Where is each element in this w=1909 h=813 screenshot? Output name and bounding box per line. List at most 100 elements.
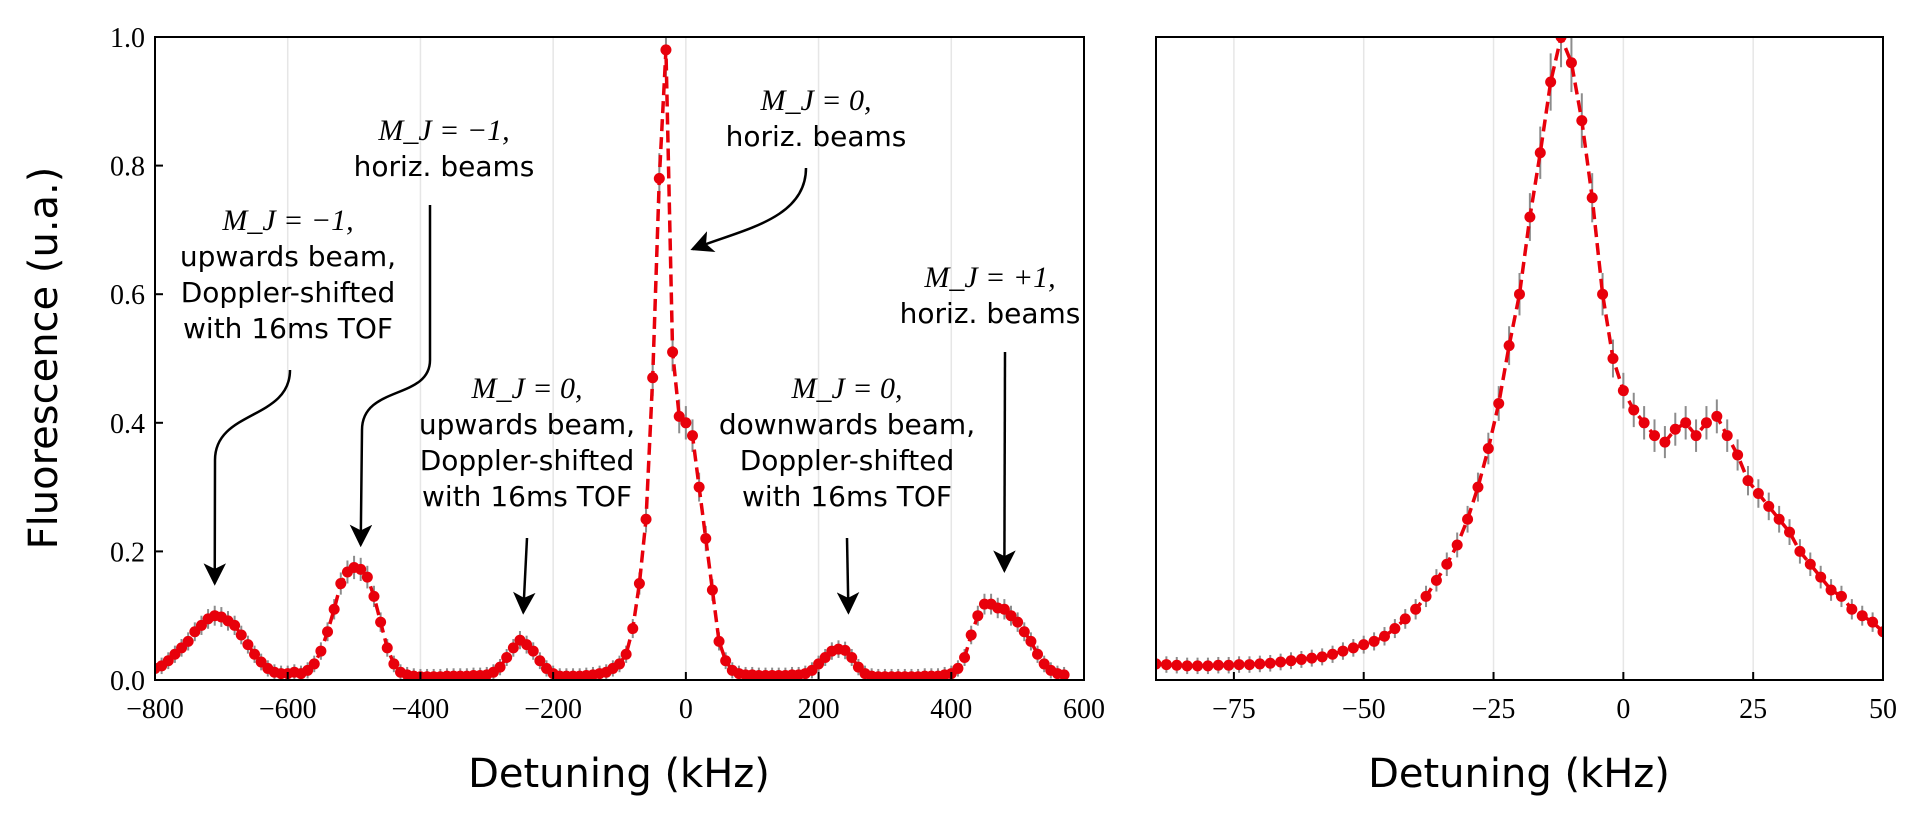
data-point [1306, 652, 1318, 664]
data-point [1327, 648, 1339, 660]
annotation-arrow [836, 537, 860, 615]
data-point [965, 629, 977, 641]
data-point [1804, 558, 1816, 570]
data-point [1493, 398, 1505, 410]
data-point [713, 635, 725, 647]
data-point [315, 645, 327, 657]
data-point [1680, 417, 1692, 429]
data-point [1700, 417, 1712, 429]
x-tick-label: 400 [930, 694, 972, 725]
annotation-text-line: with 16ms TOF [183, 312, 393, 345]
data-point [1389, 623, 1401, 635]
data-point [335, 578, 347, 590]
y-tick-label: 0.0 [110, 666, 145, 697]
data-point [1742, 475, 1754, 487]
data-point [1752, 488, 1764, 500]
x-tick-label: −400 [392, 694, 450, 725]
data-point [1160, 659, 1172, 671]
data-point [1316, 651, 1328, 663]
data-point [706, 584, 718, 596]
annotation-mj-label: M_J = 0, [790, 372, 902, 405]
data-point [1763, 500, 1775, 512]
data-point [1586, 192, 1598, 204]
annotation-text-line: horiz. beams [900, 297, 1081, 330]
y-tick-label: 0.2 [110, 537, 145, 568]
data-point [1399, 613, 1411, 625]
y-tick-label: 1.0 [110, 23, 145, 54]
data-point [1846, 603, 1858, 615]
left-gridlines [286, 37, 953, 680]
data-point [1856, 610, 1868, 622]
right-gridlines [1233, 37, 1754, 680]
data-point [1368, 635, 1380, 647]
data-point [1275, 656, 1287, 668]
data-point [182, 635, 194, 647]
data-point [308, 658, 320, 670]
data-point [1018, 626, 1030, 638]
data-point [1212, 659, 1224, 671]
data-point [700, 533, 712, 545]
data-point [1794, 545, 1806, 557]
data-point [680, 417, 692, 429]
data-point [381, 642, 393, 654]
right-panel: −75 −50 −25 0 25 50 Detuning (kHz) [1155, 36, 1897, 797]
data-point [620, 648, 632, 660]
data-point [242, 639, 254, 651]
data-point [1867, 616, 1879, 628]
right-x-axis-title: Detuning (kHz) [1368, 751, 1670, 797]
annotation-arrow [690, 167, 808, 253]
data-point [614, 658, 625, 670]
data-point [1420, 590, 1432, 602]
x-tick-label: −25 [1472, 694, 1516, 725]
annotation-arrow [349, 205, 432, 548]
data-point [1264, 657, 1276, 669]
left-x-axis-title: Detuning (kHz) [468, 751, 770, 797]
annotation-text-line: Doppler-shifted [740, 444, 955, 477]
left-y-ticks: 0.0 0.2 0.4 0.6 0.8 1.0 [110, 23, 163, 697]
data-point [1597, 288, 1609, 300]
data-point [839, 644, 851, 656]
x-tick-label: 0 [679, 694, 693, 725]
data-point [249, 648, 261, 660]
data-point [1347, 642, 1359, 654]
y-tick-label: 0.4 [110, 409, 145, 440]
data-point [686, 430, 698, 442]
x-tick-label: 0 [1616, 694, 1630, 725]
data-point [1223, 659, 1235, 671]
x-tick-label: −75 [1212, 694, 1256, 725]
left-panel: −800 −600 −400 −200 0 200 400 600 0.00.20.40.60… [21, 23, 1105, 797]
data-point [229, 619, 241, 631]
annotation-arrow [513, 537, 536, 615]
data-point [1534, 147, 1546, 159]
data-point [1576, 115, 1588, 127]
series-line [155, 49, 1065, 679]
annotation: M_J = +1,horiz. beams [900, 261, 1081, 573]
data-point [1617, 385, 1629, 397]
data-point [1514, 288, 1525, 300]
data-point [1441, 558, 1453, 570]
right-plot-frame [1155, 36, 1884, 681]
annotation-mj-label: M_J = 0, [759, 84, 871, 117]
data-point [1285, 655, 1297, 667]
data-point [375, 616, 387, 628]
data-point [633, 578, 645, 590]
x-tick-label: −800 [126, 694, 184, 725]
data-point [1181, 660, 1193, 672]
data-point [1555, 37, 1567, 43]
data-point [1472, 481, 1484, 493]
data-point [952, 662, 964, 674]
annotation-text-line: Doppler-shifted [420, 444, 635, 477]
annotation-text-line: upwards beam, [419, 408, 635, 441]
data-point [1378, 630, 1390, 642]
left-annotations: M_J = −1,upwards beam,Doppler-shiftedwit… [180, 84, 1081, 615]
x-tick-label: 25 [1739, 694, 1767, 725]
data-point [1721, 430, 1733, 442]
data-point [235, 629, 247, 641]
data-point [1192, 660, 1204, 672]
annotation-text-line: with 16ms TOF [422, 480, 632, 513]
data-point [640, 513, 652, 525]
series-line [1156, 37, 1883, 668]
x-tick-label: 200 [798, 694, 840, 725]
data-point [1503, 340, 1515, 352]
